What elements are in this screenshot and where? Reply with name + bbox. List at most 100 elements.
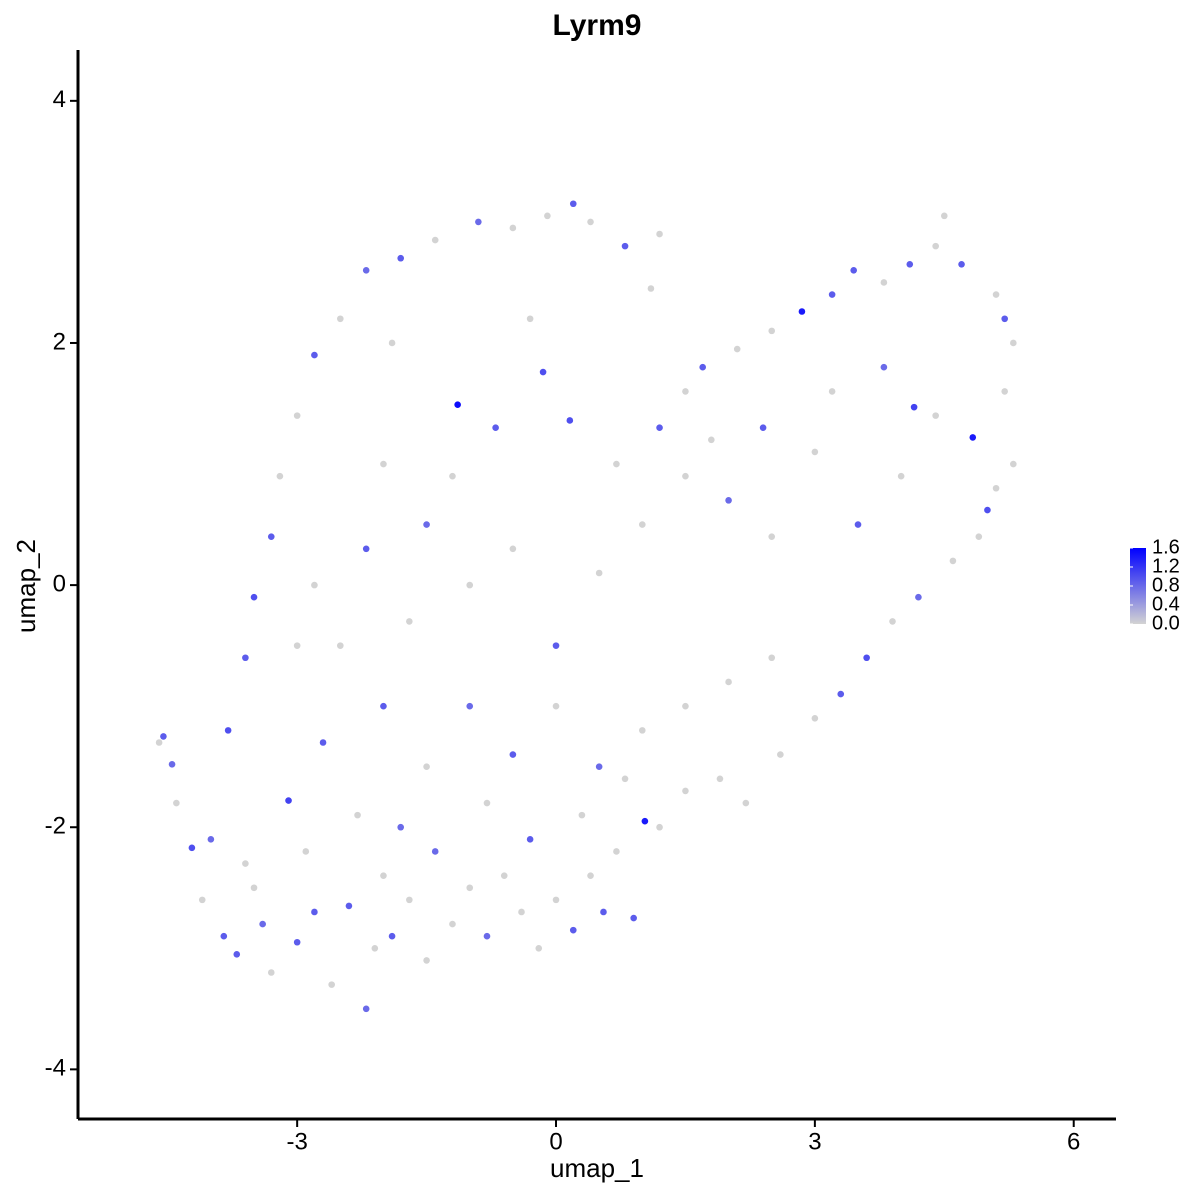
point (483, 799, 491, 807)
point (380, 460, 387, 468)
point (492, 424, 499, 432)
point (932, 412, 939, 419)
point (828, 291, 836, 298)
y-tick-label: 0 (53, 570, 66, 597)
point (828, 388, 836, 395)
point (656, 230, 663, 238)
point (595, 763, 603, 771)
point (708, 436, 715, 444)
point (267, 533, 275, 540)
point (302, 848, 310, 855)
point (1001, 388, 1008, 395)
point (328, 981, 335, 988)
point (630, 914, 637, 922)
point (656, 424, 663, 432)
point (768, 533, 776, 540)
point (552, 642, 560, 649)
y-tick-label: 4 (53, 86, 66, 113)
point (682, 702, 689, 710)
point (569, 926, 577, 934)
point (198, 896, 206, 904)
point (362, 545, 370, 553)
point (587, 218, 594, 226)
point (742, 799, 750, 807)
x-tick-label: 3 (808, 1128, 821, 1155)
point (345, 902, 353, 910)
point (811, 714, 819, 722)
point (984, 506, 991, 514)
colorbar-tick-label: 1.2 (1152, 555, 1180, 577)
point (863, 654, 870, 662)
point (155, 739, 163, 746)
point (725, 497, 732, 504)
point (207, 836, 215, 843)
point (354, 811, 361, 819)
point (406, 618, 413, 625)
x-tick-label: 6 (1067, 1128, 1080, 1155)
y-tick-label: -4 (45, 1055, 66, 1082)
point (621, 775, 629, 783)
point (595, 569, 603, 577)
point (699, 363, 706, 371)
point (454, 401, 461, 409)
point (380, 872, 387, 879)
point (250, 593, 258, 601)
point (910, 403, 918, 411)
point (1001, 315, 1008, 323)
point (423, 763, 430, 771)
point (168, 760, 176, 768)
point (949, 557, 957, 565)
point (526, 315, 534, 323)
point (768, 327, 776, 335)
point (337, 642, 344, 649)
point (285, 797, 292, 804)
point (641, 817, 649, 825)
x-tick-label: -3 (286, 1128, 307, 1155)
point (431, 236, 439, 244)
point (220, 932, 228, 940)
point (500, 872, 508, 879)
point (173, 799, 180, 807)
point (1010, 460, 1017, 468)
point (777, 751, 784, 758)
point (682, 472, 689, 480)
point (647, 285, 655, 292)
point (371, 944, 379, 952)
point (423, 521, 430, 528)
point (578, 811, 586, 819)
point (449, 920, 456, 928)
point (431, 848, 439, 855)
point (160, 733, 167, 740)
point (544, 212, 551, 220)
point (811, 448, 819, 456)
point (449, 472, 456, 480)
point (362, 1005, 370, 1013)
colorbar-tick-label: 0.8 (1152, 574, 1180, 596)
colorbar-tick-label: 0.4 (1152, 593, 1180, 615)
point (293, 642, 301, 649)
point (311, 351, 318, 359)
chart-title: Lyrm9 (553, 9, 642, 42)
point (915, 593, 922, 601)
point (466, 884, 474, 892)
point (880, 363, 888, 371)
point (406, 896, 413, 904)
point (889, 618, 896, 625)
point (250, 884, 258, 892)
point (380, 702, 387, 710)
point (975, 533, 983, 540)
point (768, 654, 776, 662)
point (526, 836, 534, 843)
point (233, 951, 241, 958)
point (906, 260, 914, 268)
point (397, 823, 405, 831)
point (992, 484, 1000, 492)
colorbar-tick-label: 0.0 (1152, 612, 1180, 634)
point (798, 308, 806, 315)
point (388, 932, 396, 940)
point (188, 844, 196, 852)
point (854, 521, 862, 528)
point (940, 212, 948, 220)
point (423, 957, 430, 964)
